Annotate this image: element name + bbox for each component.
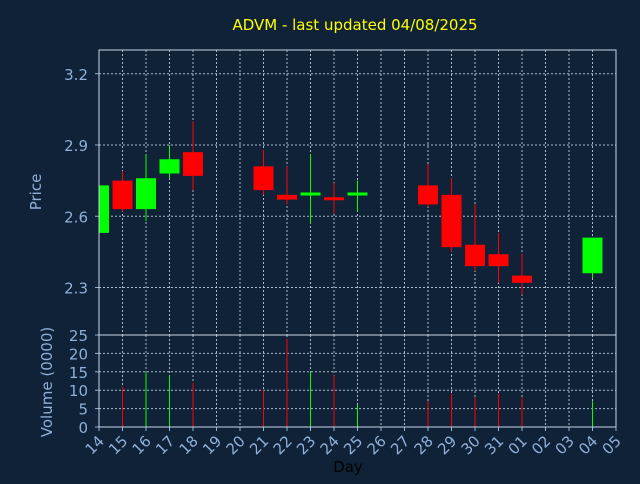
- candle-body: [253, 166, 274, 191]
- candle-body: [159, 159, 180, 174]
- day-tick-label: 18: [176, 432, 202, 458]
- day-tick-label: 24: [317, 432, 343, 458]
- day-tick-label: 05: [599, 432, 625, 458]
- candle-body: [136, 178, 156, 210]
- candle-body: [582, 237, 603, 274]
- candle-body: [300, 192, 321, 196]
- price-tick-label: 3.2: [64, 66, 88, 84]
- day-tick-label: 25: [340, 432, 366, 458]
- candle-body: [512, 275, 532, 283]
- candlestick-series: [98, 121, 603, 295]
- day-tick-label: 01: [505, 432, 531, 458]
- price-axis-label: Price: [27, 174, 45, 211]
- day-tick-label: 04: [575, 432, 601, 458]
- candle-body: [465, 244, 485, 267]
- day-tick-label: 16: [129, 432, 155, 458]
- volume-tick-label: 15: [69, 364, 88, 382]
- candle-body: [418, 185, 438, 205]
- volume-tick-label: 0: [78, 419, 88, 437]
- day-tick-label: 17: [152, 432, 178, 458]
- day-tick-label: 26: [364, 432, 390, 458]
- candle-body: [112, 180, 133, 210]
- price-tick-label: 2.9: [64, 137, 88, 155]
- volume-series: [122, 338, 593, 427]
- x-axis-label: Day: [333, 458, 363, 476]
- day-tick-label: 28: [411, 432, 437, 458]
- volume-tick-label: 20: [69, 345, 88, 363]
- candle-body: [488, 254, 509, 267]
- day-tick-label: 29: [434, 432, 460, 458]
- volume-tick-label: 25: [69, 327, 88, 345]
- candle-body: [347, 192, 368, 196]
- candle-body: [277, 194, 297, 200]
- day-tick-label: 22: [270, 432, 296, 458]
- price-tick-label: 2.6: [64, 208, 88, 226]
- day-tick-label: 15: [105, 432, 131, 458]
- candle-body: [183, 152, 203, 176]
- day-tick-label: 02: [528, 432, 554, 458]
- candle-body: [99, 185, 109, 233]
- volume-tick-label: 10: [69, 382, 88, 400]
- volume-axis-label: Volume (0000): [38, 327, 56, 437]
- price-tick-labels: 2.3 2.6 2.9 3.2: [64, 66, 99, 298]
- day-tick-label: 30: [458, 432, 484, 458]
- day-tick-label: 23: [293, 432, 319, 458]
- day-tick-label: 21: [246, 432, 272, 458]
- volume-tick-label: 5: [78, 401, 88, 419]
- day-tick-label: 19: [199, 432, 225, 458]
- price-gridlines: [99, 50, 616, 335]
- candle-body: [324, 197, 344, 201]
- volume-panel-frame: [98, 334, 617, 428]
- day-tick-label: 27: [387, 432, 413, 458]
- candle-body: [441, 194, 462, 248]
- day-tick-labels: 1415161718192021222324252627282930310102…: [82, 427, 625, 458]
- day-tick-label: 31: [481, 432, 507, 458]
- price-tick-label: 2.3: [64, 280, 88, 298]
- day-tick-label: 03: [552, 432, 578, 458]
- day-tick-label: 20: [223, 432, 249, 458]
- chart-title: ADVM - last updated 04/08/2025: [232, 16, 477, 34]
